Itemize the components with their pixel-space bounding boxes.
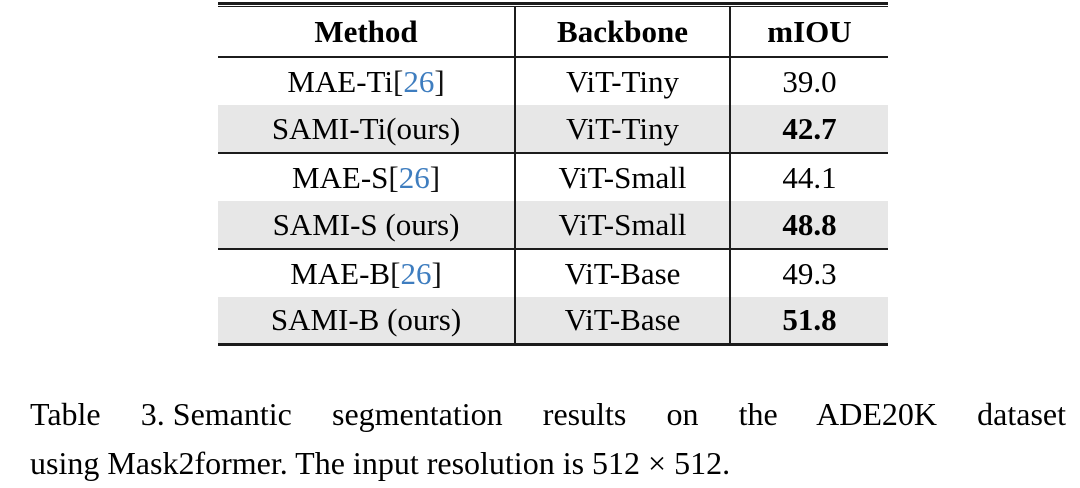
table-row: SAMI-S (ours) ViT-Small 48.8 — [218, 200, 888, 249]
table-row: MAE-B[26] ViT-Base 49.3 — [218, 248, 888, 297]
column-header-miou: mIOU — [767, 13, 852, 49]
citation-bracket: [ — [388, 159, 399, 195]
table-row: MAE-S[26] ViT-Small 44.1 — [218, 152, 888, 201]
backbone-cell: ViT-Small — [515, 200, 731, 249]
results-table-wrapper: Method Backbone mIOU MAE-Ti[26] ViT-Tiny… — [218, 2, 888, 346]
citation-bracket: ] — [429, 159, 441, 195]
table-caption: Table 3. Semantic segmentation results on… — [30, 390, 1066, 488]
method-cell: SAMI-B (ours) — [218, 296, 516, 345]
caption-label: Table 3. — [30, 396, 165, 432]
citation-bracket: [ — [390, 255, 401, 291]
caption-line-2: using Mask2former. The input resolution … — [30, 445, 731, 481]
miou-cell: 49.3 — [782, 255, 837, 291]
citation-link[interactable]: 26 — [400, 255, 432, 291]
citation-link[interactable]: 26 — [398, 159, 430, 195]
method-label: SAMI-S (ours) — [272, 206, 460, 242]
backbone-cell: ViT-Base — [515, 296, 731, 345]
backbone-cell: ViT-Base — [515, 248, 731, 297]
citation-bracket: ] — [434, 63, 445, 99]
method-label: SAMI-B (ours) — [270, 302, 462, 338]
miou-cell: 42.7 — [782, 110, 837, 146]
table-row: SAMI-Ti(ours) ViT-Tiny 42.7 — [218, 104, 888, 153]
method-cell: MAE-Ti[26] — [218, 56, 516, 105]
method-label: SAMI-Ti(ours) — [271, 110, 461, 146]
method-label: MAE-Ti — [287, 63, 393, 99]
caption-line-1: Table 3. Semantic segmentation results on… — [30, 390, 1066, 439]
header-row: Method Backbone mIOU — [218, 6, 888, 57]
backbone-cell: ViT-Tiny — [515, 104, 731, 153]
method-cell: SAMI-S (ours) — [218, 200, 516, 249]
miou-cell: 44.1 — [782, 159, 837, 195]
citation-bracket: [ — [393, 63, 404, 99]
backbone-cell: ViT-Tiny — [515, 56, 731, 105]
caption-text: Semantic segmentation results on the ADE… — [172, 396, 1066, 432]
method-cell: MAE-B[26] — [218, 248, 516, 297]
miou-cell: 48.8 — [782, 206, 837, 242]
results-table: Method Backbone mIOU MAE-Ti[26] ViT-Tiny… — [218, 6, 888, 346]
table-row: MAE-Ti[26] ViT-Tiny 39.0 — [218, 56, 888, 105]
miou-cell: 51.8 — [782, 302, 837, 338]
table-row: SAMI-B (ours) ViT-Base 51.8 — [218, 296, 888, 345]
method-cell: MAE-S[26] — [218, 152, 516, 201]
column-header-method: Method — [218, 6, 516, 57]
method-label: MAE-B — [290, 255, 391, 291]
citation-bracket: ] — [431, 255, 442, 291]
miou-cell: 39.0 — [782, 63, 837, 99]
column-header-backbone: Backbone — [515, 6, 731, 57]
backbone-cell: ViT-Small — [515, 152, 731, 201]
citation-link[interactable]: 26 — [403, 63, 435, 99]
method-cell: SAMI-Ti(ours) — [218, 104, 516, 153]
method-label: MAE-S — [291, 159, 389, 195]
